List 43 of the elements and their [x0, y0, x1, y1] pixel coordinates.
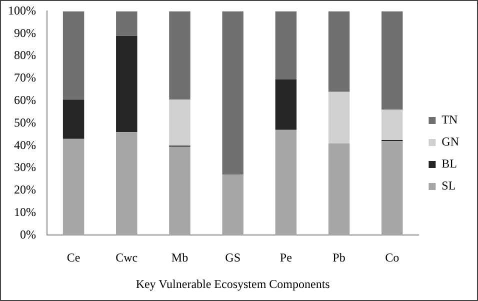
bar: [169, 100, 190, 146]
bar: [116, 132, 138, 236]
x-axis-title: Key Vulnerable Ecosystem Components: [136, 276, 330, 291]
bar: [169, 146, 190, 236]
bar: [62, 138, 84, 236]
x-tick-label: Cwc: [116, 250, 138, 265]
x-tick-label: Pb: [332, 250, 346, 265]
bar: [275, 11, 297, 80]
x-tick-label: Ce: [66, 250, 80, 265]
y-tick-label: 80%: [14, 48, 36, 62]
y-tick-label: 60%: [14, 92, 36, 107]
legend-label: BL: [442, 156, 458, 171]
bar: [62, 100, 84, 139]
x-tick-label: GS: [225, 250, 241, 265]
x-tick-label: Pe: [280, 250, 292, 265]
bar: [222, 174, 244, 236]
y-tick-label: 100%: [8, 3, 36, 18]
bar: [275, 130, 297, 236]
bar: [169, 11, 190, 100]
legend-label: SL: [442, 178, 456, 193]
bar: [328, 11, 350, 92]
y-tick-label: 0%: [20, 227, 36, 242]
bar: [222, 11, 244, 175]
x-tick-label: Co: [385, 250, 400, 265]
legend-label: GN: [442, 134, 460, 149]
bar: [275, 80, 297, 130]
bar: [382, 141, 403, 236]
y-tick-label: 40%: [14, 138, 36, 152]
bar: [382, 110, 403, 140]
y-tick-label: 30%: [14, 160, 36, 174]
bar: [328, 143, 350, 236]
y-tick-label: 10%: [14, 204, 36, 219]
bar: [116, 11, 138, 36]
y-tick-label: 70%: [14, 70, 36, 85]
bar: [328, 92, 350, 144]
y-tick-label: 90%: [14, 26, 36, 40]
bar: [382, 11, 403, 110]
bar: [62, 11, 84, 100]
legend-label: TN: [442, 112, 458, 127]
y-tick-label: 20%: [14, 182, 36, 197]
bar: [116, 36, 138, 132]
x-tick-label: Mb: [171, 250, 188, 265]
y-tick-label: 50%: [14, 115, 36, 130]
